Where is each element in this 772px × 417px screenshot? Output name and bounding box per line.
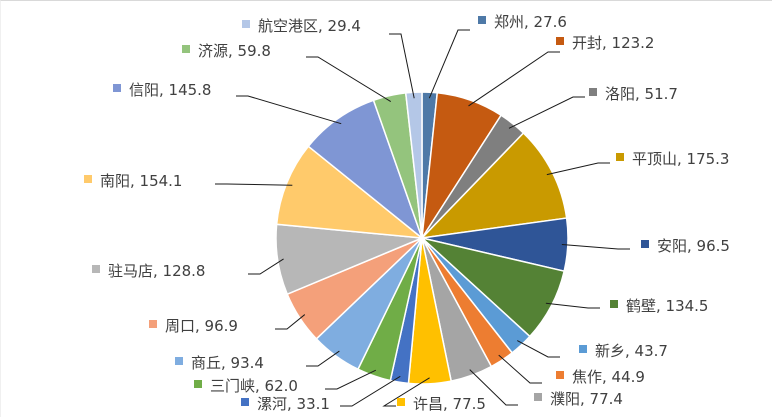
leader-line-13 [275,314,306,330]
legend-marker-icon [616,153,624,161]
leader-lines [215,29,630,407]
legend-marker-icon [241,398,249,406]
data-label: 周口, 96.9 [165,317,238,335]
leader-line-9 [382,377,430,407]
data-label: 信阳, 145.8 [129,81,211,99]
data-label: 开封, 123.2 [572,34,654,52]
legend-marker-icon [610,300,618,308]
data-label: 新乡, 43.7 [595,342,668,360]
leader-line-6 [517,340,560,358]
pie-slice-16 [307,99,424,241]
pie-slice-18 [404,91,423,239]
legend-marker-icon [579,345,587,353]
leader-line-4 [561,243,630,250]
pie-slices [275,91,569,385]
data-label: 焦作, 44.9 [572,368,645,386]
leader-line-8 [469,369,518,406]
pie-slice-15 [275,145,425,239]
data-label: 平顶山, 175.3 [632,150,729,168]
leader-line-18 [389,33,415,99]
legend-marker-icon [149,320,157,328]
legend-marker-icon [194,380,202,388]
leader-line-11 [325,369,377,390]
data-label: 濮阳, 77.4 [550,390,623,408]
legend-marker-icon [556,371,564,379]
leader-line-1 [468,51,560,107]
legend-marker-icon [84,175,92,183]
leader-line-2 [508,96,585,129]
legend-marker-icon [92,265,100,273]
data-label: 南阳, 154.1 [100,172,182,190]
data-label: 驻马店, 128.8 [108,262,205,280]
leader-line-5 [545,302,600,309]
leader-line-12 [306,350,340,367]
legend-marker-icon [113,84,121,92]
leader-line-10 [340,375,401,407]
legend-marker-icon [397,398,405,406]
data-label: 郑州, 27.6 [494,13,567,31]
data-labels: 郑州, 27.6 开封, 123.2 洛阳, 51.7 平顶山, 175.3 安阳, 9… [84,13,730,413]
pie-slice-3 [419,131,568,240]
legend-marker-icon [478,16,486,24]
data-label: 三门峡, 62.0 [210,377,298,395]
leader-line-15 [215,183,293,186]
data-label: 航空港区, 29.4 [258,17,361,35]
leader-line-17 [306,56,392,102]
legend-marker-icon [175,357,183,365]
data-label: 鹤壁, 134.5 [626,297,708,315]
data-label: 安阳, 96.5 [657,237,730,255]
data-label: 漯河, 33.1 [257,395,330,413]
legend-marker-icon [182,45,190,53]
data-label: 商丘, 93.4 [191,354,264,372]
leader-line-0 [428,29,470,99]
legend-marker-icon [589,88,597,96]
data-label: 济源, 59.8 [198,42,271,60]
legend-marker-icon [534,393,542,401]
data-label: 洛阳, 51.7 [605,85,678,103]
leader-line-14 [248,258,284,275]
legend-marker-icon [641,240,649,248]
leader-line-3 [546,162,610,176]
legend-marker-icon [242,20,250,28]
leader-line-16 [236,95,342,125]
leader-line-7 [498,354,542,384]
data-label: 许昌, 77.5 [413,395,486,413]
legend-marker-icon [556,37,564,45]
